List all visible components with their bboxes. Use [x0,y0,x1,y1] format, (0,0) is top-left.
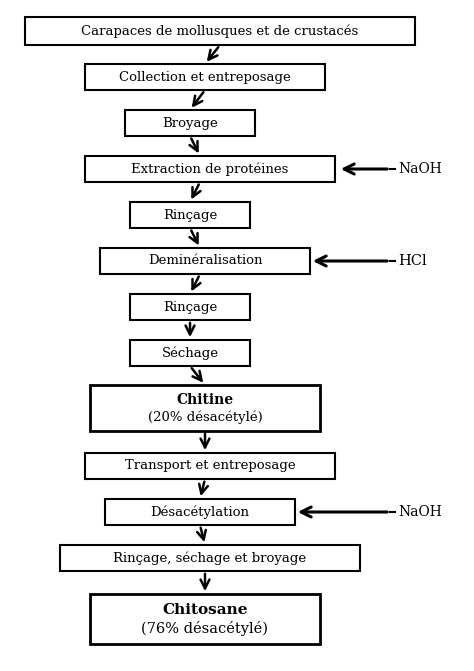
Bar [130,294,250,320]
Bar [125,110,255,136]
Bar [130,340,250,366]
Text: Rinçage, séchage et broyage: Rinçage, séchage et broyage [113,552,307,565]
Text: Extraction de protéines: Extraction de protéines [131,162,289,176]
Text: HCl: HCl [398,254,427,268]
Bar [60,545,360,571]
Bar [90,385,320,431]
Text: Deminéralisation: Deminéralisation [148,254,262,268]
Text: NaOH: NaOH [398,162,442,176]
Text: Rinçage: Rinçage [163,301,217,313]
Bar [25,17,415,45]
Text: Collection et entreposage: Collection et entreposage [119,70,291,83]
Text: Transport et entreposage: Transport et entreposage [125,460,295,472]
Bar [85,64,325,90]
Text: Carapaces de mollusques et de crustacés: Carapaces de mollusques et de crustacés [82,24,359,38]
Text: Rinçage: Rinçage [163,209,217,221]
Text: Chitosane: Chitosane [162,603,248,617]
Text: Chitine: Chitine [176,393,234,407]
Text: NaOH: NaOH [398,505,442,519]
Text: Séchage: Séchage [162,346,219,360]
Text: Désacétylation: Désacétylation [151,505,249,519]
Text: (76% désacétylé): (76% désacétylé) [142,621,268,637]
Bar [105,499,295,525]
Bar [90,594,320,644]
Bar [130,202,250,228]
Bar [100,248,310,274]
Text: Broyage: Broyage [162,117,218,130]
Bar [85,453,335,479]
Bar [85,156,335,182]
Text: (20% désacétylé): (20% désacétylé) [147,411,263,424]
